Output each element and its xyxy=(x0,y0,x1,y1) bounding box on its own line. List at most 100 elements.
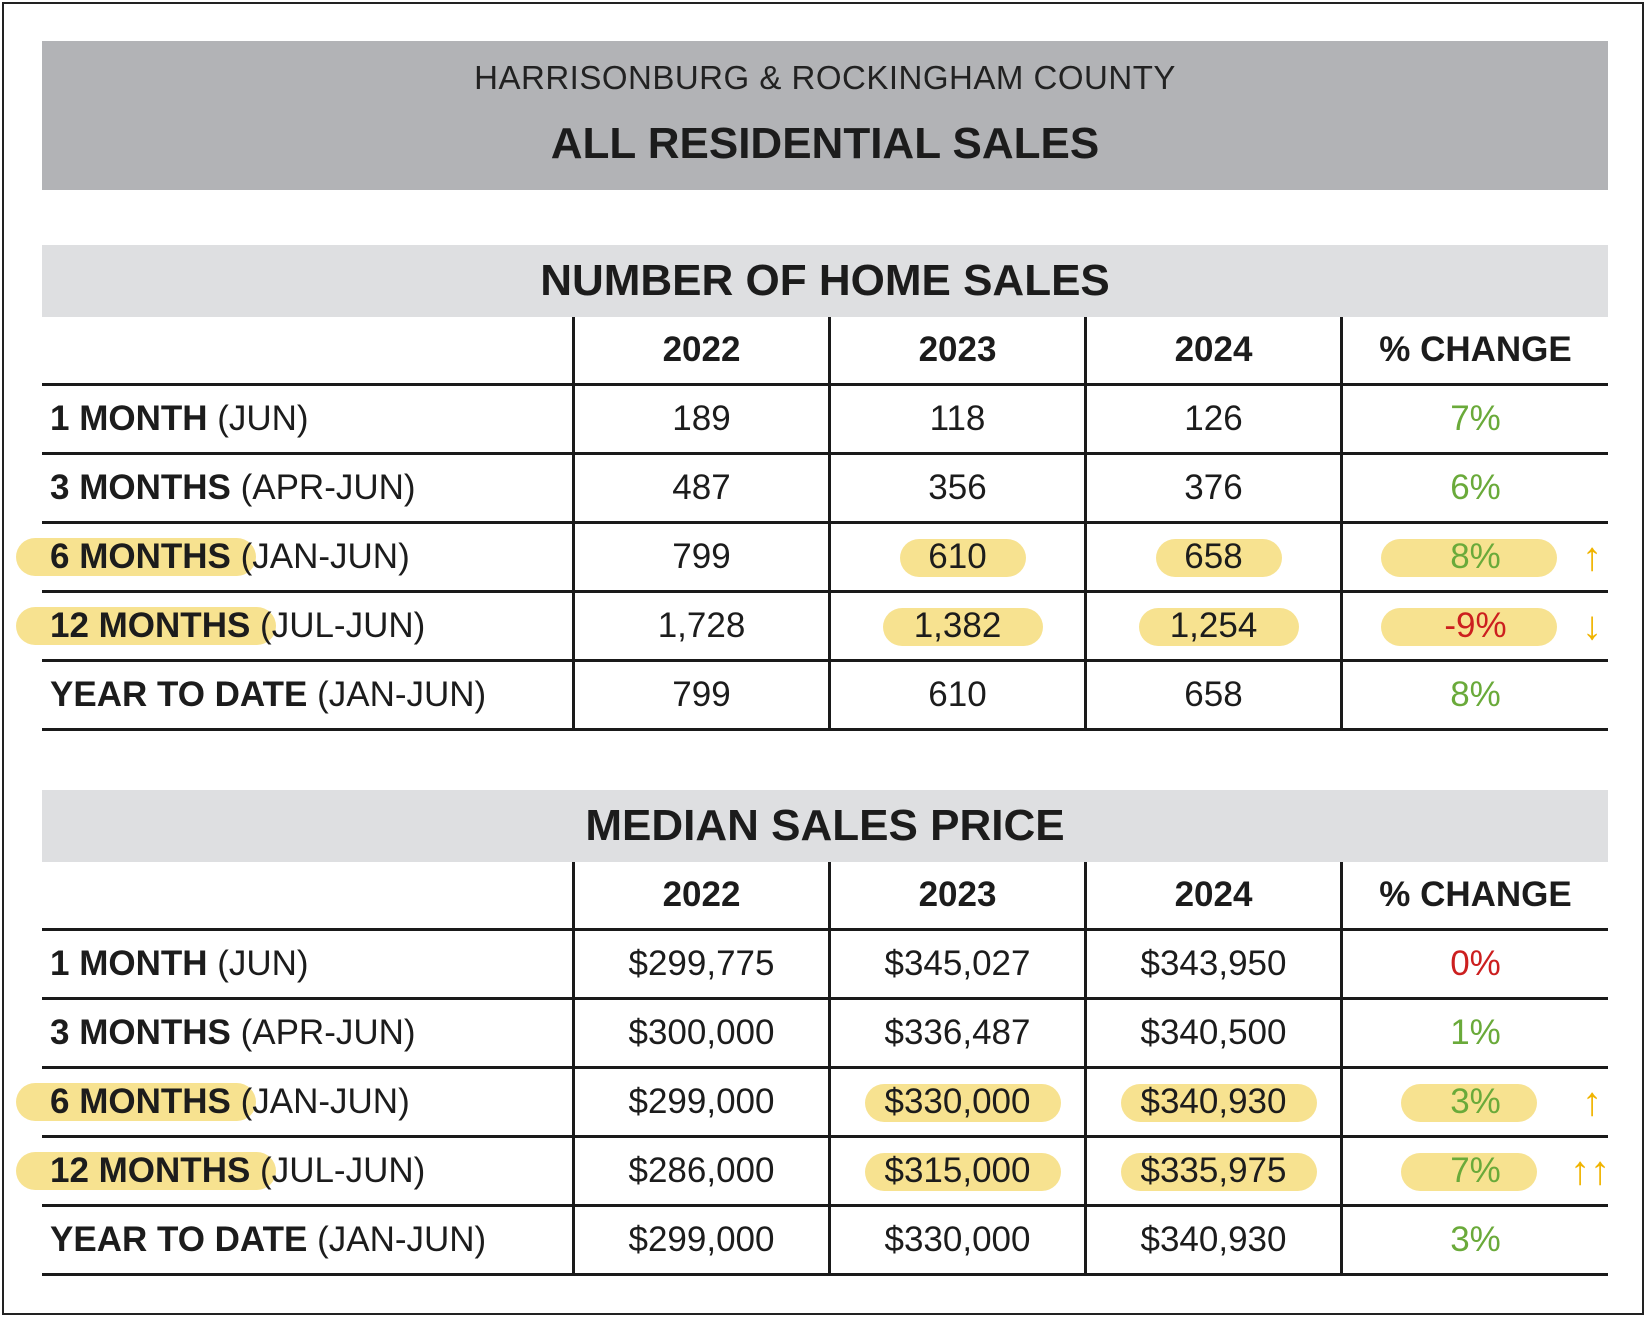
value-text: 1,254 xyxy=(1169,606,1258,645)
value-cell: 118 xyxy=(828,386,1084,452)
column-header: 2022 xyxy=(572,317,828,383)
column-header: % CHANGE xyxy=(1340,862,1608,928)
row-label: 6 MONTHS (JAN-JUN) xyxy=(16,1069,572,1135)
table-row: 3 MONTHS (APR-JUN) $300,000 $336,487 $340,5… xyxy=(42,1000,1608,1069)
row-label: 3 MONTHS (APR-JUN) xyxy=(42,455,572,521)
title-banner: HARRISONBURG & ROCKINGHAM COUNTY ALL RES… xyxy=(42,41,1608,190)
value-cell: 189 xyxy=(572,386,828,452)
value-text: 126 xyxy=(1184,399,1243,438)
value-text: 799 xyxy=(672,675,731,714)
table-row: 12 MONTHS (JUL-JUN) 1,728 1,382 1,254 -9% ↓ xyxy=(16,593,1608,662)
value-highlight xyxy=(900,539,1026,577)
value-text: $340,930 xyxy=(1140,1082,1287,1121)
column-header: 2023 xyxy=(828,317,1084,383)
column-header: % CHANGE xyxy=(1340,317,1608,383)
value-cell: 1,382 xyxy=(828,593,1084,659)
value-text: 356 xyxy=(928,468,987,507)
table-row: 3 MONTHS (APR-JUN) 487 356 376 6% xyxy=(42,455,1608,524)
row-label: YEAR TO DATE (JAN-JUN) xyxy=(42,662,572,728)
table-header-row: 2022 2023 2024% CHANGE xyxy=(42,317,1608,386)
table-row: YEAR TO DATE (JAN-JUN) $299,000 $330,000 $3… xyxy=(42,1207,1608,1276)
percent-change-cell: 0% xyxy=(1340,931,1608,997)
value-cell: 356 xyxy=(828,455,1084,521)
value-text: $300,000 xyxy=(628,1013,775,1052)
up-arrow-icon: ↑ xyxy=(1582,1080,1602,1124)
value-text: $330,000 xyxy=(884,1082,1031,1121)
percent-change-cell: 7% xyxy=(1340,386,1608,452)
value-text: $330,000 xyxy=(884,1220,1031,1259)
percent-change-text: 6% xyxy=(1450,468,1501,507)
label-highlight xyxy=(16,1083,256,1121)
value-text: $335,975 xyxy=(1140,1151,1287,1190)
value-text: 658 xyxy=(1184,537,1243,576)
value-text: $340,500 xyxy=(1140,1013,1287,1052)
row-label-range: (JAN-JUN) xyxy=(307,675,487,714)
value-highlight xyxy=(865,1084,1061,1122)
percent-change-text: 7% xyxy=(1450,1151,1501,1190)
row-label-range: (JAN-JUN) xyxy=(230,537,410,576)
percent-change-text: 8% xyxy=(1450,675,1501,714)
percent-change-cell: 3% xyxy=(1340,1207,1608,1273)
section-title: MEDIAN SALES PRICE xyxy=(42,790,1608,862)
label-highlight xyxy=(16,1152,276,1190)
row-label-range: (APR-JUN) xyxy=(230,468,416,507)
value-cell: 799 xyxy=(572,524,828,590)
value-cell: $343,950 xyxy=(1084,931,1340,997)
value-text: $299,000 xyxy=(628,1082,775,1121)
column-header: 2022 xyxy=(572,862,828,928)
value-text: 1,728 xyxy=(657,606,746,645)
column-header: 2024 xyxy=(1084,862,1340,928)
value-cell: $315,000 xyxy=(828,1138,1084,1204)
banner-title: ALL RESIDENTIAL SALES xyxy=(550,119,1100,168)
row-label-range: (JUN) xyxy=(207,944,309,983)
value-highlight xyxy=(1121,1153,1317,1191)
table-row: 1 MONTH (JUN) 189 118 126 7% xyxy=(42,386,1608,455)
row-label-range: (JAN-JUN) xyxy=(307,1220,487,1259)
value-cell: $299,775 xyxy=(572,931,828,997)
value-cell: $340,500 xyxy=(1084,1000,1340,1066)
value-cell: $345,027 xyxy=(828,931,1084,997)
value-highlight xyxy=(883,608,1043,646)
change-highlight xyxy=(1401,1084,1537,1122)
value-cell: $300,000 xyxy=(572,1000,828,1066)
value-cell: 1,728 xyxy=(572,593,828,659)
value-text: $299,000 xyxy=(628,1220,775,1259)
percent-change-text: -9% xyxy=(1444,606,1507,645)
value-cell: $330,000 xyxy=(828,1207,1084,1273)
value-text: $340,930 xyxy=(1140,1220,1287,1259)
row-label: 3 MONTHS (APR-JUN) xyxy=(42,1000,572,1066)
value-cell: $340,930 xyxy=(1084,1069,1340,1135)
percent-change-cell: 3% xyxy=(1340,1069,1608,1135)
change-highlight xyxy=(1381,608,1557,646)
row-label-range: (APR-JUN) xyxy=(230,1013,416,1052)
value-text: $315,000 xyxy=(884,1151,1031,1190)
table-header-row: 2022 2023 2024% CHANGE xyxy=(42,862,1608,931)
value-cell: 610 xyxy=(828,524,1084,590)
percent-change-cell: 8% xyxy=(1340,524,1608,590)
row-label: 1 MONTH (JUN) xyxy=(42,386,572,452)
down-arrow-icon: ↓ xyxy=(1582,604,1602,648)
value-cell: 1,254 xyxy=(1084,593,1340,659)
row-label: 1 MONTH (JUN) xyxy=(42,931,572,997)
row-label-period: 6 MONTHS xyxy=(50,1082,231,1121)
row-label-period: 12 MONTHS xyxy=(50,1151,251,1190)
value-cell: $299,000 xyxy=(572,1207,828,1273)
value-cell: $286,000 xyxy=(572,1138,828,1204)
row-label-period: 1 MONTH xyxy=(50,944,208,983)
percent-change-text: 3% xyxy=(1450,1220,1501,1259)
value-cell: $336,487 xyxy=(828,1000,1084,1066)
value-highlight xyxy=(865,1153,1061,1191)
percent-change-text: 3% xyxy=(1450,1082,1501,1121)
value-text: 487 xyxy=(672,468,731,507)
table-row: 1 MONTH (JUN) $299,775 $345,027 $343,950 0% xyxy=(42,931,1608,1000)
value-text: 118 xyxy=(929,399,986,438)
row-label-period: 3 MONTHS xyxy=(50,1013,231,1052)
value-highlight xyxy=(1139,608,1299,646)
percent-change-cell: -9% xyxy=(1340,593,1608,659)
row-label: 6 MONTHS (JAN-JUN) xyxy=(16,524,572,590)
value-cell: $299,000 xyxy=(572,1069,828,1135)
value-cell: 126 xyxy=(1084,386,1340,452)
value-text: $345,027 xyxy=(884,944,1031,983)
row-label-period: 12 MONTHS xyxy=(50,606,251,645)
row-label-period: YEAR TO DATE xyxy=(50,1220,308,1259)
